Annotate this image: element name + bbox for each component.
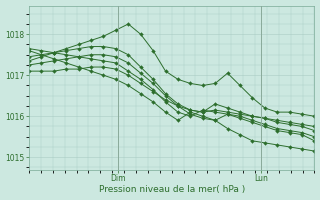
X-axis label: Pression niveau de la mer( hPa ): Pression niveau de la mer( hPa ) <box>99 185 245 194</box>
